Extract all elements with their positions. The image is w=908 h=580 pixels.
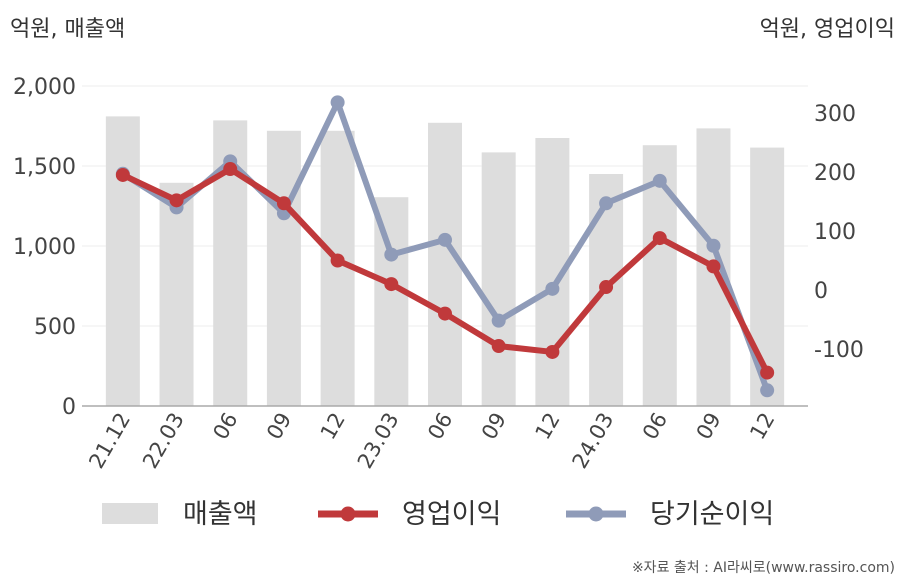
right-axis-label: 억원, 영업이익 (760, 17, 895, 42)
operating-profit-point (652, 231, 667, 246)
x-tick-label: 09 (477, 409, 511, 444)
legend-swatch-net-income-marker (588, 506, 604, 522)
legend-label-net-income: 당기순이익 (650, 499, 774, 530)
operating-profit-point (223, 162, 238, 177)
operating-profit-point (545, 344, 560, 359)
source-note: ※자료 출처 : AI라씨로(www.rassiro.com) (632, 560, 895, 576)
legend-label-revenue: 매출액 (183, 499, 258, 530)
right-tick-label: 0 (814, 279, 828, 304)
net-income-point (438, 232, 452, 247)
revenue-bar (374, 197, 409, 406)
net-income-point (652, 173, 667, 188)
legend-swatch-operating-profit-marker (340, 506, 356, 522)
operating-profit-point (330, 253, 345, 268)
left-tick-label: 500 (34, 315, 76, 340)
right-tick-label: 200 (814, 161, 856, 186)
x-tick-label: 12 (531, 409, 565, 444)
operating-profit-point (760, 365, 775, 380)
net-income-point (384, 247, 399, 262)
revenue-bars (105, 116, 785, 407)
left-tick-label: 0 (62, 395, 76, 420)
operating-profit-point (276, 196, 291, 211)
net-income-point (545, 281, 560, 296)
right-tick-label: -100 (814, 338, 864, 363)
revenue-bar (428, 122, 462, 407)
legend-swatch-revenue (102, 503, 158, 524)
x-tick-label: 09 (262, 409, 296, 444)
revenue-bar (481, 152, 516, 406)
left-tick-label: 1,000 (13, 235, 76, 260)
x-tick-label: 06 (208, 409, 242, 444)
operating-profit-point (169, 193, 184, 208)
x-tick-label: 12 (316, 409, 350, 444)
revenue-bar (266, 130, 301, 407)
x-tick-label: 24.03 (568, 409, 619, 473)
right-axis-ticks: -100 0 100 200 300 (814, 102, 864, 363)
operating-profit-point (384, 277, 399, 292)
left-tick-label: 1,500 (13, 155, 76, 180)
x-axis-ticks: 21.12 22.03 06 09 12 23.03 06 09 12 24.03 06 09 12 (84, 409, 779, 473)
operating-profit-point (706, 259, 721, 274)
x-tick-label: 22.03 (138, 409, 189, 473)
left-tick-label: 2,000 (13, 75, 76, 100)
operating-profit-point (115, 167, 130, 182)
line-series (115, 95, 775, 398)
x-tick-label: 23.03 (353, 409, 404, 473)
operating-profit-point (491, 339, 506, 354)
operating-profit-point (599, 280, 614, 295)
net-income-point (760, 383, 775, 398)
net-income-point (599, 196, 614, 211)
x-tick-label: 09 (692, 409, 726, 444)
left-axis-ticks: 0 500 1,000 1,500 2,000 (13, 75, 76, 420)
net-income-point (330, 95, 345, 110)
operating-profit-point (438, 306, 452, 321)
x-tick-label: 06 (423, 409, 457, 444)
legend: 매출액 영업이익 당기순이익 (102, 499, 774, 530)
net-income-point (706, 238, 721, 253)
x-tick-label: 12 (745, 409, 779, 444)
x-tick-label: 06 (638, 409, 672, 444)
legend-label-operating-profit: 영업이익 (402, 499, 501, 530)
revenue-bar (105, 116, 140, 407)
right-tick-label: 100 (814, 220, 856, 245)
x-tick-label: 21.12 (84, 409, 135, 473)
revenue-bar (159, 182, 194, 406)
right-tick-label: 300 (814, 102, 856, 127)
left-axis-label: 억원, 매출액 (10, 17, 125, 42)
net-income-point (491, 313, 506, 328)
